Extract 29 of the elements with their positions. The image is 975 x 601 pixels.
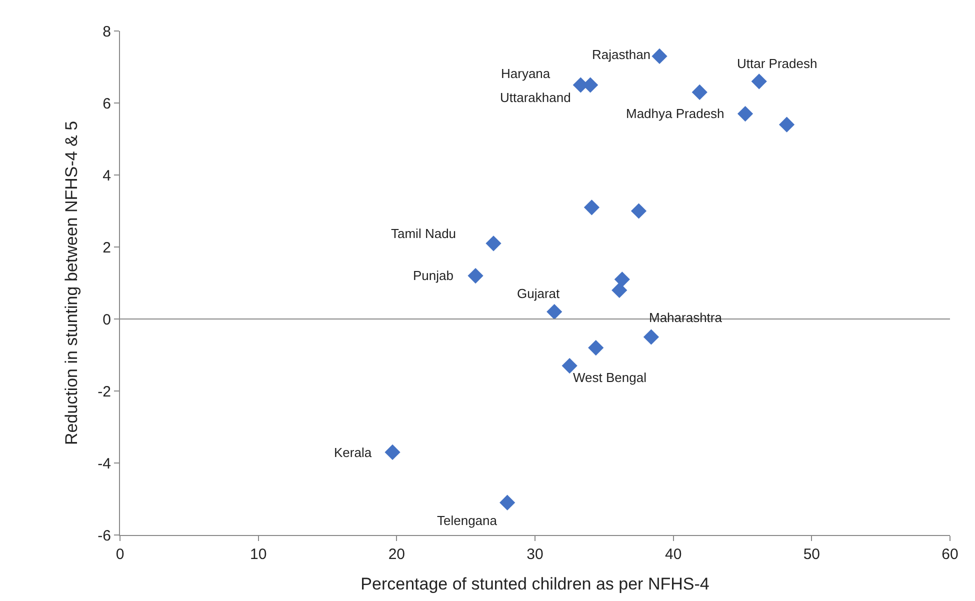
x-axis-title: Percentage of stunted children as per NFHS-4 xyxy=(360,574,710,594)
annotation: Gujarat xyxy=(517,286,560,301)
y-tick-label: -2 xyxy=(98,383,111,400)
annotation: Kerala xyxy=(334,445,372,460)
y-tick-label: 6 xyxy=(102,95,111,112)
x-tick-label: 20 xyxy=(388,546,406,563)
annotation: Telengana xyxy=(437,513,498,528)
annotation: Haryana xyxy=(501,66,551,81)
y-tick-label: 0 xyxy=(102,311,111,328)
x-tick-label: 30 xyxy=(526,546,544,563)
x-tick-label: 40 xyxy=(664,546,682,563)
annotation: Madhya Pradesh xyxy=(626,106,724,121)
y-tick-label: 4 xyxy=(102,167,111,184)
annotation: Uttar Pradesh xyxy=(737,56,818,71)
x-tick-label: 0 xyxy=(116,546,124,563)
y-tick-label: -6 xyxy=(98,527,111,544)
annotation: Punjab xyxy=(413,268,454,283)
annotation: Uttarakhand xyxy=(500,90,571,105)
annotation: West Bengal xyxy=(573,370,647,385)
x-tick-label: 50 xyxy=(803,546,820,563)
x-tick-label: 10 xyxy=(250,546,267,563)
annotation: Tamil Nadu xyxy=(391,226,456,241)
annotation: Maharashtra xyxy=(649,310,723,325)
x-tick-label: 60 xyxy=(942,546,958,563)
y-tick-label: 2 xyxy=(102,239,111,256)
annotation: Rajasthan xyxy=(592,47,651,62)
y-tick-label: 8 xyxy=(102,23,111,40)
y-tick-label: -4 xyxy=(98,455,111,472)
y-axis-title: Reduction in stunting between NFHS-4 & 5 xyxy=(62,120,82,446)
